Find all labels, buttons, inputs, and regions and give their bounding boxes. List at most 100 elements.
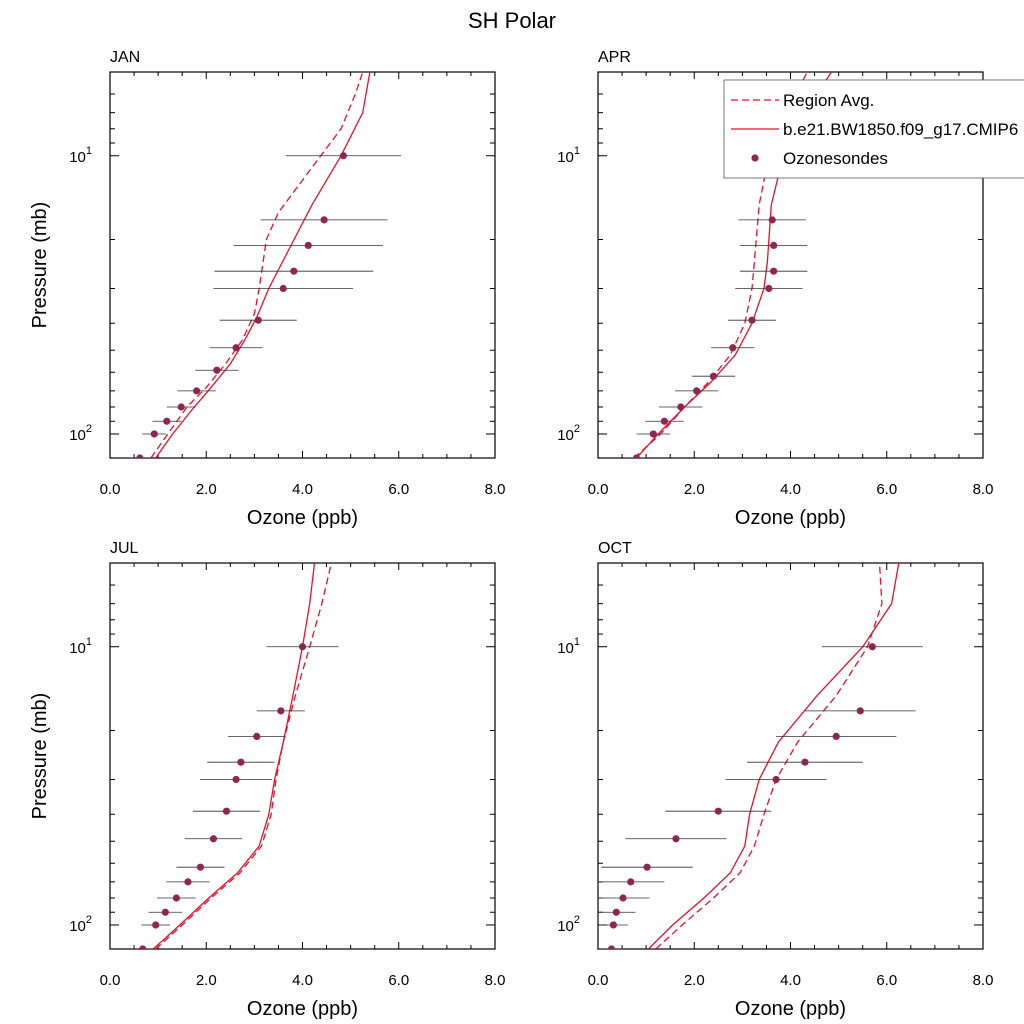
y-tick-label: 102 [557,914,580,935]
x-tick-label: 2.0 [684,972,705,989]
x-tick-label: 4.0 [292,972,313,989]
x-tick-label: 0.0 [100,972,121,989]
ozonesonde-point [136,454,144,458]
x-tick-label: 2.0 [684,481,705,498]
plot-frame [109,562,496,950]
ozonesonde-point [277,707,285,715]
ozonesonde-point [222,807,231,815]
ozonesonde-point [184,878,192,886]
x-tick-label: 2.0 [196,481,217,498]
ozonesonde-point [196,863,205,871]
ozonesonde-point [729,344,737,352]
legend-label: Ozonesondes [783,149,888,168]
ozonesonde-point [609,921,618,929]
ozonesonde-point [213,366,221,374]
ozonesonde-point [339,152,348,160]
x-tick-label: 6.0 [388,481,409,498]
x-tick-label: 0.0 [588,481,609,498]
y-tick-label: 102 [69,914,92,935]
ozonesonde-point [868,643,876,651]
model-line [152,563,316,949]
plot-data [130,563,339,949]
panel-jan: 0.0 2.0 4.0 6.0 8.0 101 102 JAN Ozone (ppb) Press… [29,49,505,529]
ozonesonde-point [193,387,201,395]
legend-marker [751,154,759,162]
figure-title: SH Polar [468,8,556,33]
ozonesonde-point [163,417,171,425]
ozonesonde-point [748,316,756,324]
y-tick-label: 102 [557,423,580,444]
x-tick-label: 0.0 [100,481,121,498]
region-avg-line [150,72,364,458]
ozonesonde-point [253,732,261,741]
ozonesonde-point [627,878,635,886]
ozonesonde-point [709,372,718,380]
x-tick-label: 8.0 [485,481,506,498]
ozonesonde-point [677,403,685,411]
ozonesonde-point [660,417,669,425]
ozonesonde-point [770,267,778,275]
ozonesonde-point [714,807,722,815]
ozonesonde-point [612,908,620,916]
ozonesonde-point [672,835,680,843]
y-tick-label: 101 [69,145,92,166]
ozonesonde-point [632,454,641,458]
ozonesonde-point [649,430,657,438]
plot-data [598,563,923,949]
x-axis-label: Ozone (ppb) [247,507,358,529]
ozonesonde-point [177,403,185,411]
y-tick-label: 101 [557,145,580,166]
y-tick-label: 101 [557,636,580,657]
panels: 0.0 2.0 4.0 6.0 8.0 101 102 JAN Ozone (ppb) Press… [29,49,993,1020]
y-tick-label: 101 [69,636,92,657]
x-tick-label: 0.0 [588,972,609,989]
x-axis-label: Ozone (ppb) [735,507,846,529]
model-line [155,72,371,458]
plot-frame [597,562,984,950]
legend: Region Avg. b.e21.BW1850.f09_g17.CMIP6 Ozo… [723,79,1024,179]
panel-title: JUL [110,540,139,557]
ozonesonde-point [254,316,262,324]
ozonesonde-point [693,387,701,395]
ozonesonde-point [298,643,307,651]
x-tick-label: 6.0 [876,972,897,989]
model-line [648,563,900,949]
panel-jul: 0.0 2.0 4.0 6.0 8.0 101 102 JUL Ozone (ppb) Press… [29,540,505,1020]
ozonesonde-point [768,216,776,224]
x-tick-label: 8.0 [973,972,994,989]
ozonesonde-point [232,775,240,784]
ozonesonde-point [237,758,245,766]
plot-frame [109,71,496,459]
y-axis-label: Pressure (mb) [29,693,51,820]
plot-data [127,72,402,458]
ozonesonde-point [232,344,240,352]
ozonesonde-point [772,775,780,784]
panel-oct: 0.0 2.0 4.0 6.0 8.0 101 102 OCT Ozone (ppb) [557,540,993,1020]
ozonesonde-point [320,216,328,224]
ozonesonde-point [150,430,158,438]
ozonesonde-point [139,945,147,949]
ozonesonde-point [172,894,181,902]
ozonesonde-point [770,241,778,250]
x-tick-label: 8.0 [485,972,506,989]
x-tick-label: 4.0 [780,972,801,989]
legend-label: b.e21.BW1850.f09_g17.CMIP6 [783,120,1018,139]
x-tick-label: 2.0 [196,972,217,989]
x-tick-label: 6.0 [876,481,897,498]
ozonesonde-point [607,945,616,949]
ozonesonde-point [209,835,218,843]
x-tick-label: 6.0 [388,972,409,989]
ozonesonde-point [290,267,298,275]
panel-title: APR [598,49,631,66]
ozonesonde-point [765,284,773,293]
ozonesonde-point [832,732,840,741]
region-avg-line [655,563,883,949]
ozonesonde-point [152,921,160,929]
ozonesonde-point [279,284,287,293]
ozonesonde-point [619,894,627,902]
ozonesonde-point [856,707,864,715]
y-axis-label: Pressure (mb) [29,202,51,329]
x-axis-label: Ozone (ppb) [247,998,358,1020]
legend-label: Region Avg. [783,91,874,110]
